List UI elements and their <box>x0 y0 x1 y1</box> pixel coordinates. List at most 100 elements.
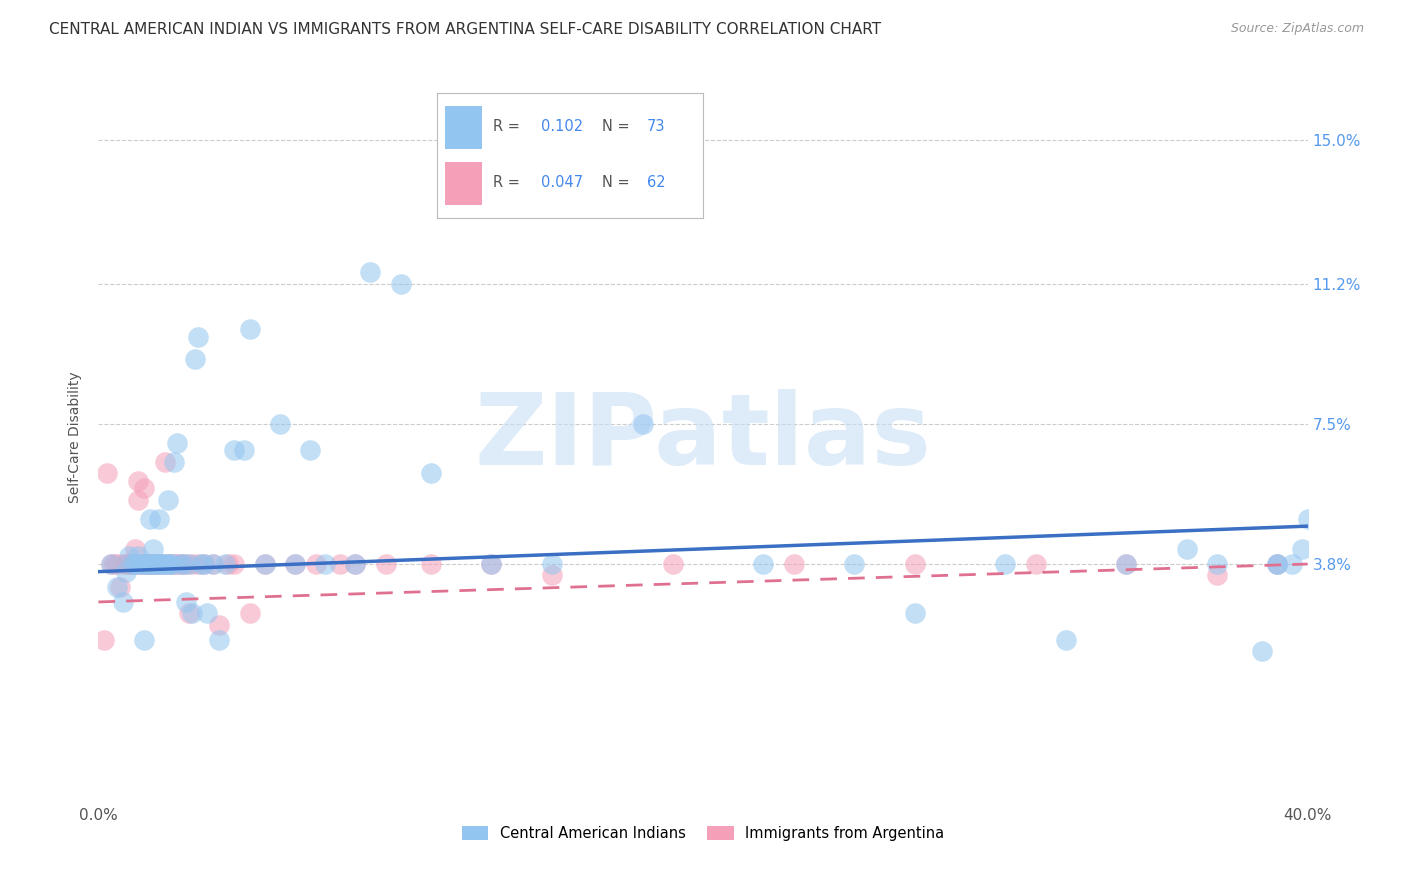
Point <box>135 557 157 571</box>
Point <box>103 557 125 571</box>
Point <box>121 557 143 571</box>
Point <box>253 557 276 571</box>
Point <box>184 352 207 367</box>
Point <box>93 632 115 647</box>
Point <box>135 557 157 571</box>
Point <box>124 557 146 571</box>
Point <box>132 557 155 571</box>
Point <box>105 557 128 571</box>
Point <box>160 557 183 571</box>
Point <box>156 557 179 571</box>
Point <box>195 607 218 621</box>
Point <box>127 549 149 564</box>
Point <box>105 580 128 594</box>
Y-axis label: Self-Care Disability: Self-Care Disability <box>69 371 83 503</box>
Point <box>481 557 503 571</box>
Point <box>202 557 225 571</box>
Point <box>172 557 194 571</box>
Point <box>214 557 236 571</box>
Point <box>1251 644 1274 658</box>
Point <box>193 557 215 571</box>
Point <box>127 474 149 488</box>
Point <box>994 557 1017 571</box>
Point <box>187 329 209 343</box>
Point <box>661 557 683 571</box>
Point <box>129 557 152 571</box>
Point <box>344 557 367 571</box>
Point <box>139 557 162 571</box>
Point <box>132 557 155 571</box>
Point <box>163 455 186 469</box>
Point <box>160 557 183 571</box>
Point <box>118 557 141 571</box>
Point <box>208 617 231 632</box>
Point <box>145 557 167 571</box>
Point <box>135 557 157 571</box>
Point <box>217 557 239 571</box>
Point <box>160 557 183 571</box>
Point <box>752 557 775 571</box>
Point <box>145 557 167 571</box>
Point <box>142 557 165 571</box>
Point <box>150 557 173 571</box>
Point <box>118 557 141 571</box>
Point <box>374 557 396 571</box>
Point <box>179 557 201 571</box>
Point <box>299 443 322 458</box>
Point <box>239 607 262 621</box>
Point <box>540 568 562 582</box>
Point <box>179 607 201 621</box>
Point <box>153 455 176 469</box>
Point <box>108 580 131 594</box>
Point <box>305 557 328 571</box>
Point <box>1054 632 1077 647</box>
Point <box>114 557 136 571</box>
Point <box>132 632 155 647</box>
Point <box>127 492 149 507</box>
Point <box>121 557 143 571</box>
Point <box>139 557 162 571</box>
Point <box>148 557 170 571</box>
Point <box>284 557 307 571</box>
Point <box>181 607 204 621</box>
Point <box>124 541 146 556</box>
Point <box>127 557 149 571</box>
Point <box>166 435 188 450</box>
Point <box>150 557 173 571</box>
Point <box>148 557 170 571</box>
Point <box>174 557 197 571</box>
Point <box>1291 541 1313 556</box>
Text: CENTRAL AMERICAN INDIAN VS IMMIGRANTS FROM ARGENTINA SELF-CARE DISABILITY CORREL: CENTRAL AMERICAN INDIAN VS IMMIGRANTS FR… <box>49 22 882 37</box>
Point <box>142 557 165 571</box>
Point <box>1115 557 1137 571</box>
Point <box>284 557 307 571</box>
Point <box>142 557 165 571</box>
Point <box>202 557 225 571</box>
Point <box>139 511 162 525</box>
Point <box>904 607 927 621</box>
Point <box>139 557 162 571</box>
Point <box>1206 568 1229 582</box>
Point <box>169 557 191 571</box>
Point <box>1024 557 1046 571</box>
Point <box>224 557 246 571</box>
Point <box>1206 557 1229 571</box>
Point <box>145 557 167 571</box>
Point <box>783 557 806 571</box>
Point <box>174 595 197 609</box>
Point <box>190 557 212 571</box>
Point <box>156 492 179 507</box>
Point <box>1267 557 1289 571</box>
Text: ZIPatlas: ZIPatlas <box>475 389 931 485</box>
Point <box>420 466 443 480</box>
Point <box>1267 557 1289 571</box>
Point <box>208 632 231 647</box>
Point <box>142 541 165 556</box>
Text: Source: ZipAtlas.com: Source: ZipAtlas.com <box>1230 22 1364 36</box>
Point <box>193 557 215 571</box>
Point <box>314 557 336 571</box>
Point <box>389 277 412 291</box>
Legend: Central American Indians, Immigrants from Argentina: Central American Indians, Immigrants fro… <box>456 820 950 847</box>
Point <box>100 557 122 571</box>
Point <box>163 557 186 571</box>
